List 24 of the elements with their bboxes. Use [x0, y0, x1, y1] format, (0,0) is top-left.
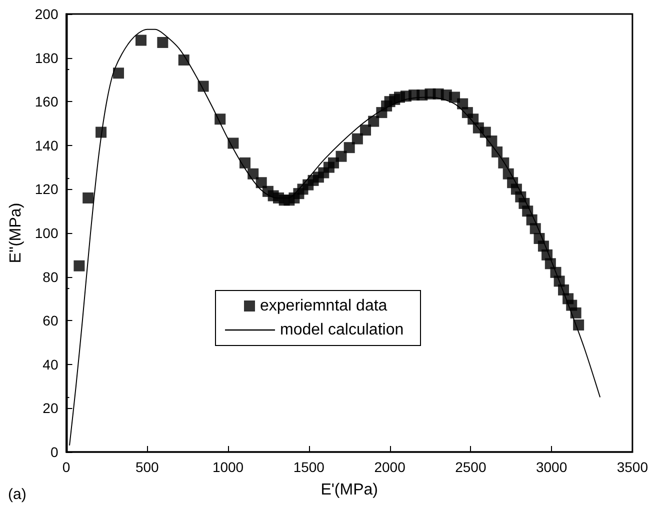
- x-tick-label: 500: [135, 459, 160, 475]
- y-tick-label: 40: [42, 356, 58, 372]
- x-tick-label: 3500: [616, 459, 648, 475]
- y-tick-label: 100: [34, 225, 58, 241]
- x-tick-label: 2000: [374, 459, 406, 475]
- x-tick-label: 0: [62, 459, 70, 475]
- y-tick-label: 160: [34, 94, 58, 110]
- x-tick-label: 2500: [455, 459, 486, 475]
- y-axis-title: E''(MPa): [8, 202, 24, 264]
- x-tick-label: 1500: [293, 459, 325, 475]
- y-tick-label: 140: [34, 137, 58, 154]
- text: (a): [8, 486, 26, 503]
- x-axis-title: E'(MPa): [320, 482, 378, 498]
- y-tick-label: 200: [34, 6, 58, 22]
- y-tick-label: 20: [42, 400, 58, 416]
- y-tick-label: 0: [50, 444, 58, 460]
- x-tick-label: 3000: [536, 459, 568, 475]
- y-tick-label: 60: [42, 312, 58, 329]
- y-tick-label: 120: [34, 181, 58, 198]
- legend-label: model calculation: [280, 322, 404, 338]
- y-tick-label: 180: [34, 50, 58, 66]
- x-tick-label: 1000: [212, 459, 244, 475]
- legend-label: experiemntal data: [260, 298, 388, 314]
- y-tick-label: 80: [42, 268, 58, 285]
